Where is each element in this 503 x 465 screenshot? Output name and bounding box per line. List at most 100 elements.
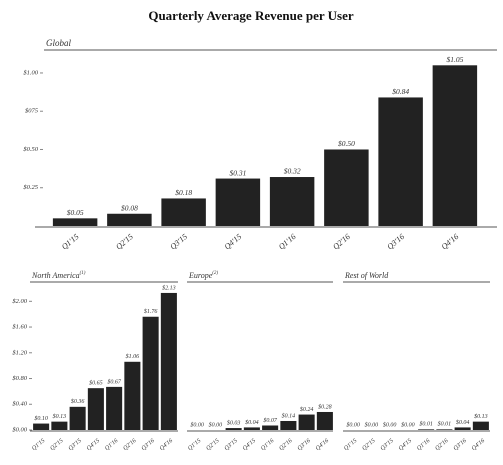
bar	[454, 427, 471, 430]
y-tick-label: $0.50	[23, 146, 38, 153]
bar	[124, 361, 141, 430]
bar	[69, 406, 86, 430]
y-tick-label: $075	[25, 108, 39, 115]
value-label: $1.06	[126, 353, 140, 360]
bar	[436, 429, 453, 430]
value-label: $0.13	[474, 413, 488, 420]
x-tick-label: Q4'16	[440, 232, 461, 251]
value-label: $0.03	[227, 419, 241, 426]
x-tick-label: Q4'16	[158, 437, 174, 452]
x-tick-label: Q4'15	[85, 437, 101, 452]
x-tick-label: Q2'15	[205, 438, 220, 452]
y-tick-label: $0.00	[12, 426, 27, 433]
x-tick-label: Q2'16	[278, 438, 293, 452]
x-tick-label: Q4'15	[223, 232, 244, 251]
value-label: $0.65	[89, 380, 103, 387]
bar	[418, 429, 435, 430]
x-tick-label: Q4'16	[470, 437, 486, 452]
x-tick-label: Q4'16	[314, 437, 330, 452]
x-tick-label: Q1'15	[31, 438, 46, 452]
value-label: $0.05	[67, 208, 84, 217]
bar	[161, 198, 206, 226]
value-label: $0.28	[318, 403, 332, 410]
bar	[33, 423, 50, 430]
bar	[106, 386, 123, 430]
value-label: $0.13	[53, 413, 67, 420]
x-tick-label: Q3'16	[453, 438, 468, 452]
y-tick-label: $1.00	[23, 69, 38, 76]
value-label: $0.00	[365, 421, 379, 428]
y-tick-label: $2.00	[12, 298, 27, 305]
bar	[215, 178, 261, 226]
x-tick-label: Q2'15	[114, 232, 135, 251]
x-tick-label: Q1'16	[277, 232, 298, 251]
value-label: $0.18	[175, 188, 192, 197]
x-tick-label: Q3'15	[68, 438, 83, 452]
value-label: $0.01	[419, 421, 433, 428]
bar	[142, 316, 159, 430]
x-tick-label: Q4'15	[241, 437, 257, 452]
panel-title-text: North America	[31, 271, 80, 280]
x-tick-label: Q1'15	[187, 438, 202, 452]
bar	[378, 97, 423, 226]
x-tick-label: Q3'16	[385, 232, 406, 251]
y-tick-label: $1.20	[12, 349, 27, 356]
x-tick-label: Q1'16	[260, 438, 275, 452]
value-label: $0.08	[121, 203, 138, 212]
value-label: $0.24	[300, 406, 314, 413]
panel-title: Rest of World	[344, 271, 389, 280]
bar	[160, 292, 177, 430]
bar	[269, 177, 315, 226]
footnote: (2)	[212, 271, 218, 276]
x-tick-label: Q1'15	[60, 232, 81, 251]
bar	[280, 420, 297, 430]
x-tick-label: Q3'15	[224, 438, 239, 452]
value-label: $0.00	[190, 421, 204, 428]
bar	[472, 421, 489, 430]
value-label: $0.00	[346, 421, 360, 428]
value-label: $2.13	[162, 284, 176, 291]
bar	[324, 149, 369, 226]
value-label: $0.01	[438, 421, 452, 428]
value-label: $0.10	[34, 415, 48, 422]
y-tick-label: $0.25	[23, 184, 38, 191]
value-label: $1.76	[144, 308, 158, 315]
x-tick-label: Q2'15	[49, 438, 64, 452]
bar	[243, 427, 260, 430]
footnote: (1)	[80, 271, 86, 276]
value-label: $0.67	[107, 378, 122, 385]
bar	[225, 428, 242, 430]
panel-title-text: Global	[46, 38, 72, 48]
panel-title-text: Europe	[188, 271, 213, 280]
value-label: $0.00	[209, 421, 223, 428]
panel-title: North America(1)	[31, 271, 86, 280]
bar	[52, 218, 98, 226]
x-tick-label: Q1'16	[416, 438, 431, 452]
chart-title: Quarterly Average Revenue per User	[148, 8, 354, 23]
y-tick-label: $1.60	[12, 324, 27, 331]
value-label: $0.31	[229, 168, 246, 177]
value-label: $0.36	[71, 398, 85, 405]
x-tick-label: Q3'15	[168, 232, 189, 251]
x-tick-label: Q1'15	[343, 438, 358, 452]
value-label: $0.04	[245, 419, 259, 426]
value-label: $0.07	[263, 417, 278, 424]
x-tick-label: Q3'15	[380, 438, 395, 452]
value-label: $0.00	[401, 421, 415, 428]
panel-title: Europe(2)	[188, 271, 218, 280]
x-tick-label: Q4'15	[397, 437, 413, 452]
bar	[432, 65, 478, 226]
value-label: $1.05	[446, 55, 463, 64]
bar	[298, 414, 315, 430]
x-tick-label: Q3'16	[297, 438, 312, 452]
x-tick-label: Q2'16	[434, 438, 449, 452]
bar	[262, 425, 279, 430]
panel-title-text: Rest of World	[344, 271, 389, 280]
value-label: $0.32	[284, 167, 301, 176]
x-tick-label: Q2'16	[122, 438, 137, 452]
bar	[87, 388, 104, 430]
bar	[51, 421, 68, 430]
value-label: $0.50	[338, 139, 355, 148]
x-tick-label: Q3'16	[141, 438, 156, 452]
